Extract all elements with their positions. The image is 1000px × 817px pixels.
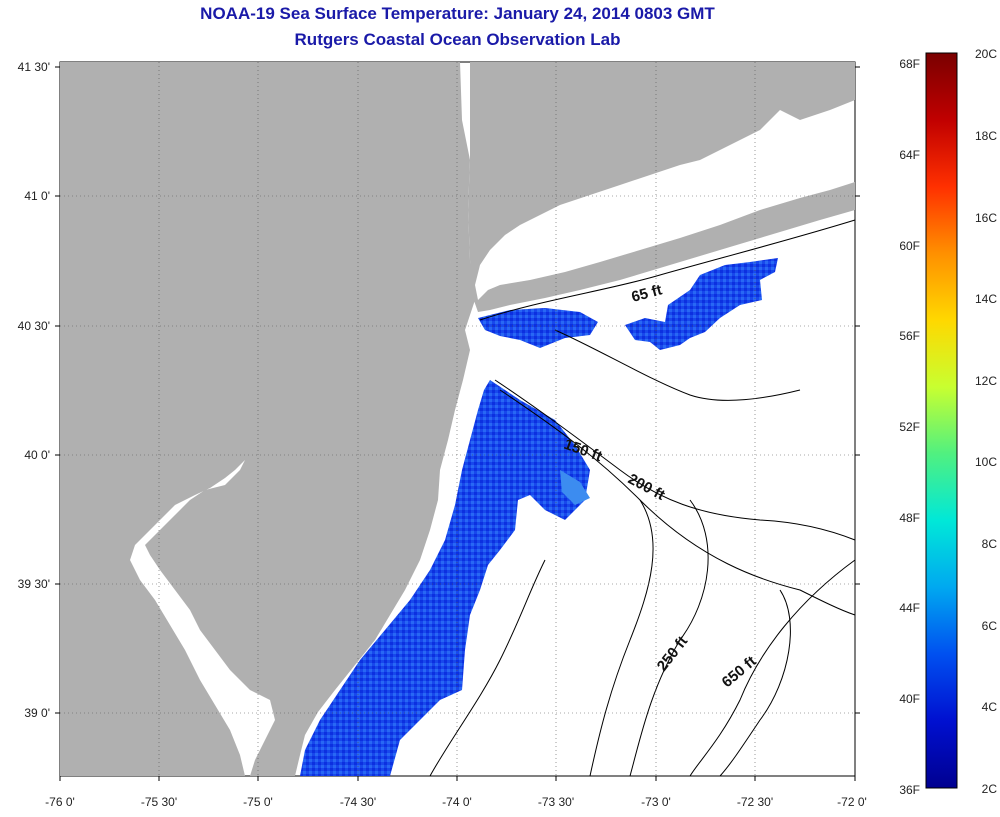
lon-tick-label: -72 30' <box>737 795 773 809</box>
sst-coverage-nj-shelf <box>300 380 590 776</box>
lat-tick-label: 39 30' <box>18 577 50 591</box>
lon-tick-label: -73 30' <box>538 795 574 809</box>
map-subtitle: Rutgers Coastal Ocean Observation Lab <box>294 30 621 49</box>
lon-tick-label: -72 0' <box>837 795 867 809</box>
lon-tick-label: -74 30' <box>340 795 376 809</box>
graticule <box>60 62 855 776</box>
colorbar-c-label: 6C <box>982 619 998 633</box>
colorbar-c-label: 12C <box>975 374 997 388</box>
lon-tick-label: -75 30' <box>141 795 177 809</box>
lon-tick-label: -75 0' <box>243 795 273 809</box>
lat-tick-label: 41 0' <box>24 189 50 203</box>
colorbar-f-label: 60F <box>899 239 920 253</box>
colorbar-c-label: 4C <box>982 700 998 714</box>
axis-ticks <box>55 66 860 781</box>
lat-tick-label: 39 0' <box>24 706 50 720</box>
colorbar-c-label: 2C <box>982 782 998 796</box>
lat-tick-label: 40 30' <box>18 319 50 333</box>
colorbar-f-label: 56F <box>899 329 920 343</box>
colorbar-f-label: 64F <box>899 148 920 162</box>
colorbar-f-label: 36F <box>899 783 920 797</box>
colorbar-celsius-labels: 20C 18C 16C 14C 12C 10C 8C 6C 4C 2C <box>975 47 997 796</box>
sst-patch-warm <box>560 470 590 505</box>
colorbar-fahrenheit-labels: 68F 64F 60F 56F 52F 48F 44F 40F 36F <box>899 57 920 797</box>
colorbar-f-label: 40F <box>899 692 920 706</box>
sst-coverage-ny-bight <box>478 308 598 348</box>
colorbar-f-label: 44F <box>899 601 920 615</box>
colorbar-f-label: 48F <box>899 511 920 525</box>
colorbar-c-label: 16C <box>975 211 997 225</box>
colorbar-c-label: 18C <box>975 129 997 143</box>
lon-tick-label: -74 0' <box>442 795 472 809</box>
map-title: NOAA-19 Sea Surface Temperature: January… <box>200 4 715 23</box>
bathymetry-contours <box>429 219 856 777</box>
colorbar-c-label: 10C <box>975 455 997 469</box>
land-mainland <box>60 62 475 776</box>
lon-tick-label: -73 0' <box>641 795 671 809</box>
colorbar-c-label: 14C <box>975 292 997 306</box>
colorbar <box>925 52 958 789</box>
colorbar-c-label: 8C <box>982 537 998 551</box>
colorbar-f-label: 52F <box>899 420 920 434</box>
lon-tick-label: -76 0' <box>45 795 75 809</box>
colorbar-f-label: 68F <box>899 57 920 71</box>
sst-coverage-long-island <box>625 258 778 350</box>
lat-tick-label: 41 30' <box>18 60 50 74</box>
colorbar-c-label: 20C <box>975 47 997 61</box>
lat-tick-label: 40 0' <box>24 448 50 462</box>
land-northeast <box>468 62 855 312</box>
